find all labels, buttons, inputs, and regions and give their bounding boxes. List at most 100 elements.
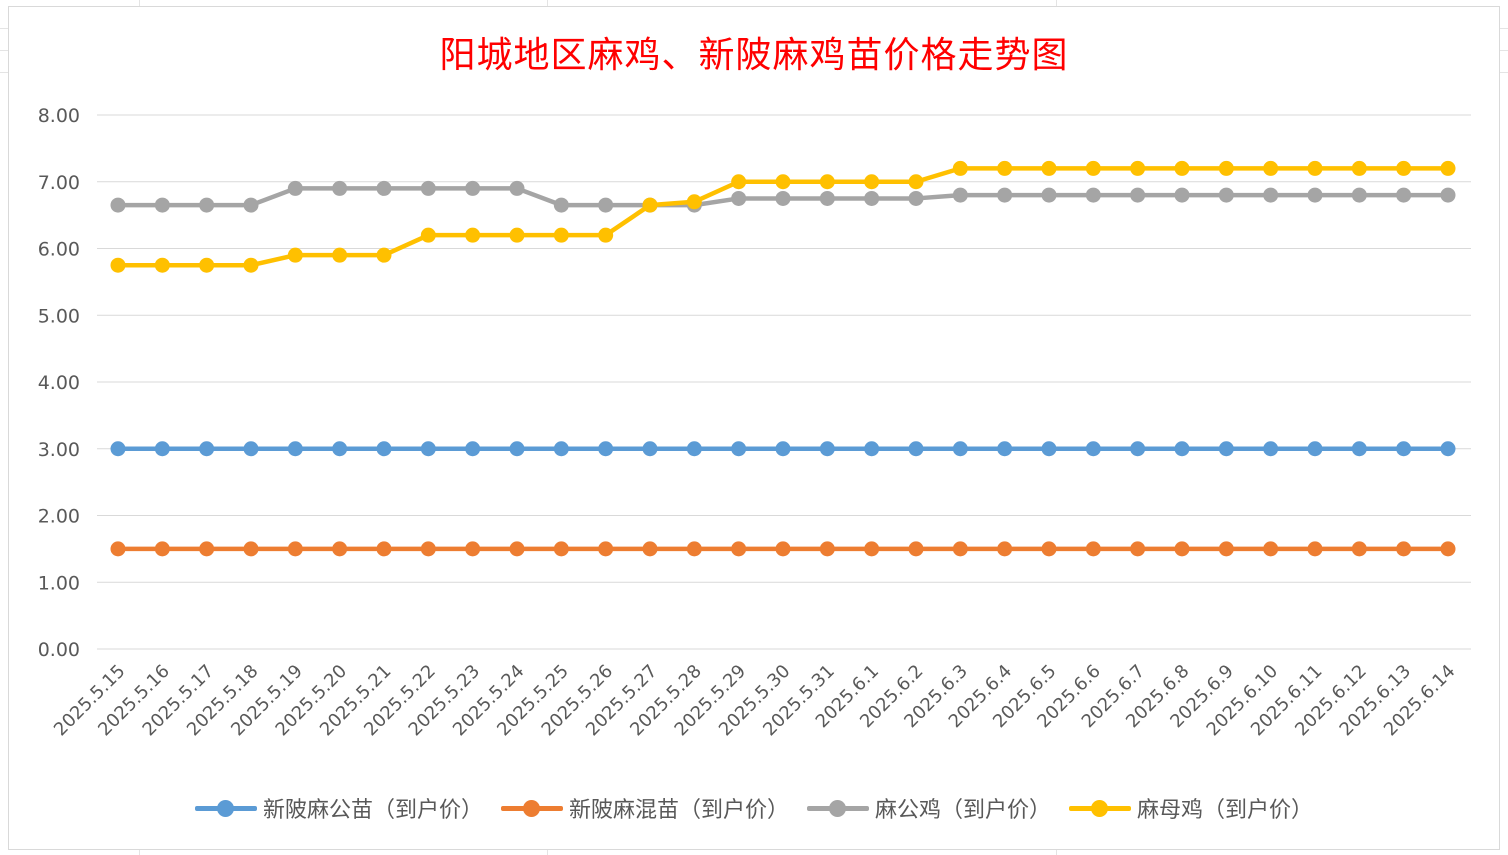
y-tick-label: 8.00: [38, 105, 80, 127]
data-point-3: [243, 257, 259, 273]
data-point-0: [864, 441, 880, 457]
data-point-3: [420, 227, 436, 243]
data-point-0: [332, 441, 348, 457]
data-point-0: [199, 441, 215, 457]
data-point-1: [1041, 541, 1057, 557]
data-point-2: [598, 197, 614, 213]
chart-legend: 新陂麻公苗（到户价） 新陂麻混苗（到户价） 麻公鸡（到户价） 麻母鸡（到户价）: [0, 788, 1508, 828]
data-point-1: [199, 541, 215, 557]
data-point-3: [997, 160, 1013, 176]
data-point-0: [686, 441, 702, 457]
data-point-1: [598, 541, 614, 557]
data-point-3: [598, 227, 614, 243]
chart-area[interactable]: [8, 6, 1500, 850]
data-point-2: [1130, 187, 1146, 203]
data-point-1: [1263, 541, 1279, 557]
data-point-0: [997, 441, 1013, 457]
data-point-1: [465, 541, 481, 557]
data-point-0: [1263, 441, 1279, 457]
data-point-3: [509, 227, 525, 243]
data-point-2: [819, 190, 835, 206]
data-point-2: [1218, 187, 1234, 203]
data-point-2: [420, 180, 436, 196]
data-point-1: [1174, 541, 1190, 557]
data-point-3: [1085, 160, 1101, 176]
data-point-0: [509, 441, 525, 457]
data-point-2: [775, 190, 791, 206]
data-point-0: [1440, 441, 1456, 457]
data-point-1: [243, 541, 259, 557]
data-point-0: [1218, 441, 1234, 457]
data-point-3: [864, 174, 880, 190]
data-point-1: [686, 541, 702, 557]
legend-swatch: [500, 798, 563, 818]
legend-marker: [216, 800, 234, 817]
legend-swatch: [194, 798, 257, 818]
data-point-1: [332, 541, 348, 557]
data-point-1: [952, 541, 968, 557]
data-point-2: [997, 187, 1013, 203]
data-point-1: [864, 541, 880, 557]
data-point-2: [243, 197, 259, 213]
data-point-2: [1085, 187, 1101, 203]
data-point-2: [864, 190, 880, 206]
data-point-0: [642, 441, 658, 457]
data-point-3: [642, 197, 658, 213]
data-point-0: [1085, 441, 1101, 457]
data-point-3: [908, 174, 924, 190]
data-point-3: [376, 247, 392, 263]
data-point-2: [952, 187, 968, 203]
data-point-1: [1440, 541, 1456, 557]
legend-label: 新陂麻公苗（到户价）: [262, 798, 483, 823]
data-point-3: [1263, 160, 1279, 176]
data-point-0: [731, 441, 747, 457]
data-point-1: [1130, 541, 1146, 557]
data-point-3: [287, 247, 303, 263]
data-point-2: [287, 180, 303, 196]
data-point-1: [819, 541, 835, 557]
data-point-3: [1218, 160, 1234, 176]
data-point-1: [287, 541, 303, 557]
data-point-3: [731, 174, 747, 190]
data-point-2: [154, 197, 170, 213]
data-point-3: [1396, 160, 1412, 176]
data-point-1: [997, 541, 1013, 557]
data-point-0: [1174, 441, 1190, 457]
legend-swatch: [807, 798, 869, 818]
data-point-1: [775, 541, 791, 557]
legend-item-2: 麻公鸡（到户价）: [807, 792, 1051, 824]
legend-marker: [522, 800, 540, 817]
legend-label: 麻母鸡（到户价）: [1137, 798, 1314, 823]
data-point-2: [110, 197, 126, 213]
data-point-3: [332, 247, 348, 263]
y-tick-label: 6.00: [38, 239, 80, 261]
data-point-1: [154, 541, 170, 557]
data-point-3: [553, 227, 569, 243]
data-point-0: [553, 441, 569, 457]
y-tick-label: 1.00: [38, 572, 80, 594]
data-point-2: [1396, 187, 1412, 203]
data-point-1: [1351, 541, 1367, 557]
data-point-0: [243, 441, 259, 457]
data-point-1: [110, 541, 126, 557]
data-point-1: [731, 541, 747, 557]
data-point-3: [819, 174, 835, 190]
data-point-3: [154, 257, 170, 273]
data-point-1: [908, 541, 924, 557]
data-point-2: [553, 197, 569, 213]
data-point-2: [1440, 187, 1456, 203]
legend-swatch: [1069, 798, 1132, 818]
data-point-3: [952, 160, 968, 176]
data-point-1: [642, 541, 658, 557]
y-tick-label: 3.00: [38, 439, 80, 461]
y-tick-label: 4.00: [38, 372, 80, 394]
data-point-1: [376, 541, 392, 557]
data-point-3: [1174, 160, 1190, 176]
data-point-3: [465, 227, 481, 243]
legend-item-3: 麻母鸡（到户价）: [1069, 792, 1313, 824]
data-point-0: [1130, 441, 1146, 457]
data-point-3: [1351, 160, 1367, 176]
data-point-1: [1396, 541, 1412, 557]
data-point-2: [1174, 187, 1190, 203]
